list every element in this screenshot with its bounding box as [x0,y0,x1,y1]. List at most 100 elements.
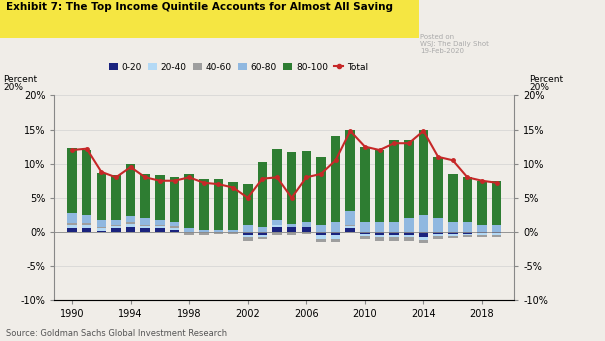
Bar [243,184,252,225]
Bar [448,174,457,222]
Bar [214,230,223,232]
Bar [374,222,384,232]
Bar [97,227,106,228]
Bar [316,239,325,242]
Bar [126,222,136,224]
Bar [448,234,457,236]
Bar [463,177,472,222]
Bar [360,232,370,234]
Bar [97,173,106,220]
Bar [463,232,472,234]
Bar [199,232,209,235]
Bar [433,236,443,239]
Bar [82,150,91,215]
Bar [199,230,209,232]
Bar [126,227,136,232]
Bar [111,175,121,220]
Bar [287,224,296,227]
Bar [419,215,428,232]
Bar [419,237,428,240]
Bar [374,232,384,235]
Bar [228,230,238,232]
Bar [345,130,355,211]
Bar [243,237,252,241]
Bar [170,230,179,232]
Bar [140,174,150,218]
Bar [243,225,252,232]
Bar [433,218,443,232]
Bar [390,140,399,222]
Bar [155,228,165,232]
Bar [243,232,252,235]
Bar [301,232,311,234]
Bar [345,226,355,228]
Bar [477,225,487,232]
Bar [258,237,267,239]
Bar [316,225,325,232]
Bar [272,220,282,225]
Bar [404,235,414,237]
Bar [433,232,443,234]
Bar [214,232,223,234]
Bar [155,225,165,226]
Bar [272,227,282,232]
Bar [390,232,399,235]
Bar [258,227,267,232]
Bar [185,174,194,228]
Bar [360,234,370,236]
Text: Exhibit 7: The Top Income Quintile Accounts for Almost All Saving: Exhibit 7: The Top Income Quintile Accou… [6,2,393,12]
Bar [155,226,165,228]
Bar [170,177,179,222]
Text: Contribution to the Saving Rate by Income Quintile: Contribution to the Saving Rate by Incom… [105,24,390,34]
Text: Percent: Percent [3,75,37,84]
Bar [82,228,91,232]
Bar [126,224,136,227]
Bar [463,222,472,232]
Bar [67,148,77,213]
Bar [82,223,91,225]
Bar [199,179,209,230]
Bar [419,232,428,237]
Bar [463,235,472,237]
Bar [258,235,267,237]
Bar [272,225,282,227]
Bar [448,222,457,232]
Bar [67,213,77,223]
Bar [272,149,282,220]
Bar [301,222,311,227]
Bar [477,181,487,225]
Bar [345,228,355,232]
Bar [390,235,399,237]
Bar [374,237,384,241]
Bar [448,232,457,234]
Bar [228,182,238,230]
Bar [492,233,502,235]
Bar [126,216,136,222]
Bar [316,157,325,225]
Bar [111,225,121,226]
Bar [360,236,370,239]
Bar [97,228,106,231]
Text: 20%: 20% [529,83,549,92]
Bar [97,220,106,227]
Bar [185,228,194,232]
Bar [404,218,414,232]
Bar [185,232,194,235]
Bar [316,235,325,239]
Bar [170,226,179,228]
Bar [492,232,502,233]
Bar [111,226,121,228]
Bar [214,179,223,230]
Text: Posted on
WSJ: The Daily Shot
19-Feb-2020: Posted on WSJ: The Daily Shot 19-Feb-202… [420,34,489,54]
Bar [463,234,472,235]
Bar [140,226,150,228]
Bar [126,164,136,216]
Bar [331,239,341,242]
Bar [331,232,341,235]
Bar [258,162,267,227]
Bar [331,222,341,232]
Text: Source: Goldman Sachs Global Investment Research: Source: Goldman Sachs Global Investment … [6,329,227,338]
Bar [492,235,502,237]
Bar [287,152,296,224]
Bar [287,232,296,235]
